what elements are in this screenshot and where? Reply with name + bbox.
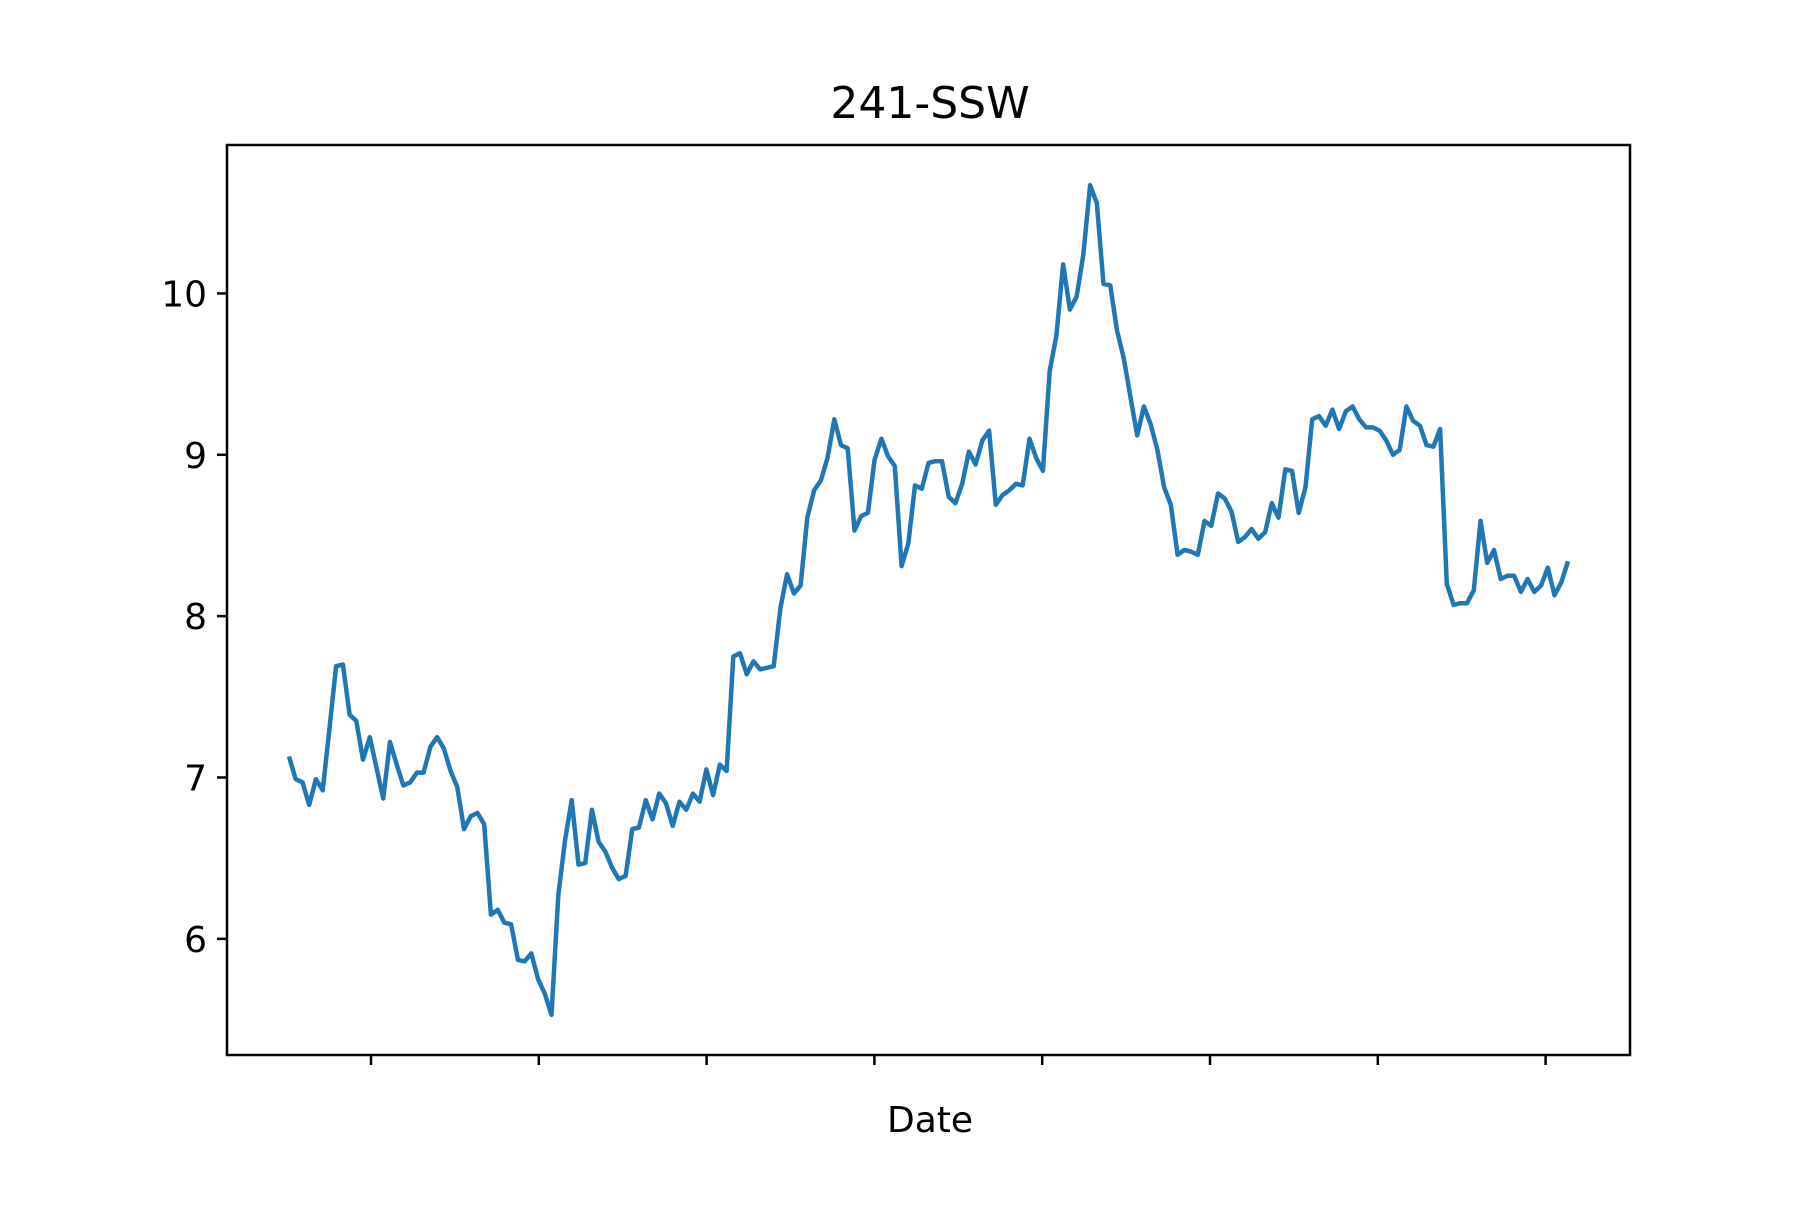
x-axis-label: Date (887, 1100, 973, 1141)
chart-title: 241-SSW (830, 78, 1029, 129)
y-tick-label: 7 (184, 758, 207, 799)
y-tick-label: 9 (184, 436, 207, 477)
y-tick-label: 8 (184, 597, 207, 638)
y-tick-label: 10 (161, 274, 207, 315)
series-line (286, 183, 1571, 1017)
y-tick-label: 6 (184, 920, 207, 961)
x-axis (369, 1055, 1547, 1065)
y-axis: 6 7 8 9 10 (161, 274, 227, 961)
plot-frame (225, 143, 1632, 1057)
